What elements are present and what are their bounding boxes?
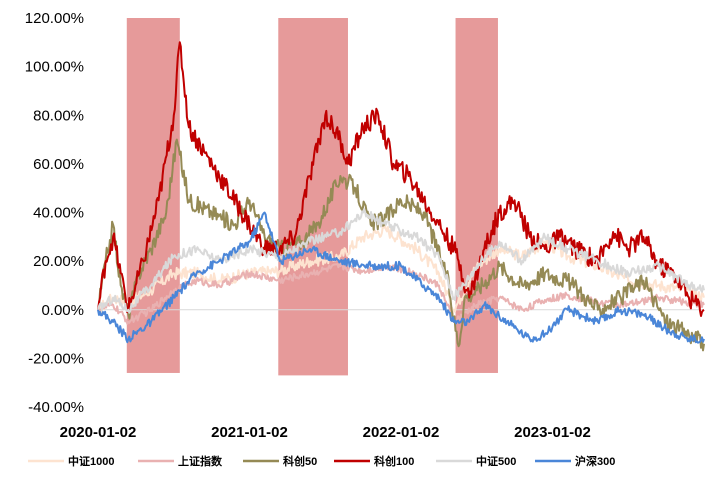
x-tick-label: 2023-01-02 — [514, 424, 591, 441]
x-tick-label: 2022-01-02 — [363, 424, 440, 441]
y-tick-label: 20.00% — [33, 253, 84, 270]
shaded-period-2 — [278, 18, 348, 376]
shaded-regions — [126, 18, 498, 376]
y-tick-label: 40.00% — [33, 205, 84, 222]
y-tick-label: -40.00% — [28, 399, 84, 416]
legend-label: 中证500 — [476, 454, 516, 468]
y-tick-label: 120.00% — [25, 10, 84, 27]
y-tick-label: -20.00% — [28, 350, 84, 367]
y-tick-label: 60.00% — [33, 156, 84, 173]
series-line-5 — [97, 208, 705, 314]
series-lines — [97, 41, 705, 352]
legend-label: 上证指数 — [178, 454, 223, 468]
y-tick-label: 100.00% — [25, 59, 84, 76]
legend: 中证1000 上证指数 科创50 科创100 中证500 沪深300 — [28, 454, 615, 468]
legend-label: 中证1000 — [68, 454, 114, 468]
legend-label: 沪深300 — [575, 454, 615, 468]
x-axis-ticks: 2020-01-02 2021-01-02 2022-01-02 2023-01-02 — [60, 424, 591, 441]
series-line-4 — [97, 41, 705, 317]
y-tick-label: 0.00% — [41, 302, 84, 319]
series-line-6 — [97, 211, 705, 344]
legend-label: 科创50 — [283, 454, 317, 468]
x-tick-label: 2021-01-02 — [211, 424, 288, 441]
series-line-3 — [97, 138, 705, 352]
y-axis-ticks: 120.00% 100.00% 80.00% 60.00% 40.00% 20.00% 0.… — [25, 10, 84, 416]
series-line-2 — [97, 262, 705, 325]
shaded-period-1 — [126, 18, 180, 373]
legend-label: 科创100 — [374, 454, 414, 468]
y-tick-label: 80.00% — [33, 107, 84, 124]
series-line-1 — [97, 224, 705, 315]
x-tick-label: 2020-01-02 — [60, 424, 137, 441]
